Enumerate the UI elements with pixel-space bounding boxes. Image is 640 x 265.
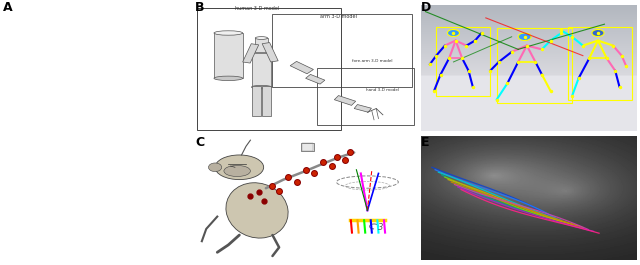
Circle shape: [447, 29, 460, 37]
Text: D: D: [421, 1, 431, 14]
Ellipse shape: [224, 165, 250, 176]
Bar: [354, 104, 371, 112]
Bar: [255, 38, 268, 52]
Ellipse shape: [209, 163, 221, 172]
Ellipse shape: [215, 155, 264, 180]
Bar: [243, 44, 259, 63]
Text: B: B: [195, 1, 205, 14]
Bar: [302, 143, 314, 151]
Bar: [497, 28, 572, 104]
Text: 3: 3: [378, 223, 384, 232]
Bar: [290, 61, 314, 74]
Bar: [262, 86, 271, 116]
Bar: [306, 74, 325, 84]
Bar: [568, 27, 632, 100]
Bar: [197, 8, 341, 130]
Bar: [252, 52, 271, 87]
Bar: [334, 96, 356, 105]
Ellipse shape: [255, 37, 268, 39]
Text: C: C: [195, 136, 204, 149]
Text: fore-arm 3-D model: fore-arm 3-D model: [351, 59, 392, 63]
Bar: [317, 68, 414, 125]
Bar: [252, 86, 260, 116]
Text: E: E: [421, 136, 429, 149]
Text: human 3-D model: human 3-D model: [235, 6, 279, 11]
Ellipse shape: [226, 183, 288, 238]
Bar: [301, 143, 314, 151]
Text: hand 3-D model: hand 3-D model: [366, 88, 399, 92]
Ellipse shape: [252, 50, 271, 54]
Bar: [273, 14, 412, 87]
Circle shape: [592, 29, 604, 37]
Circle shape: [518, 33, 531, 41]
Bar: [262, 43, 278, 62]
Text: A: A: [3, 1, 13, 14]
Ellipse shape: [214, 31, 243, 35]
Ellipse shape: [214, 76, 243, 81]
Text: arm 3-D model: arm 3-D model: [320, 14, 357, 19]
Ellipse shape: [252, 85, 271, 89]
Bar: [436, 27, 490, 96]
Bar: [214, 33, 243, 78]
